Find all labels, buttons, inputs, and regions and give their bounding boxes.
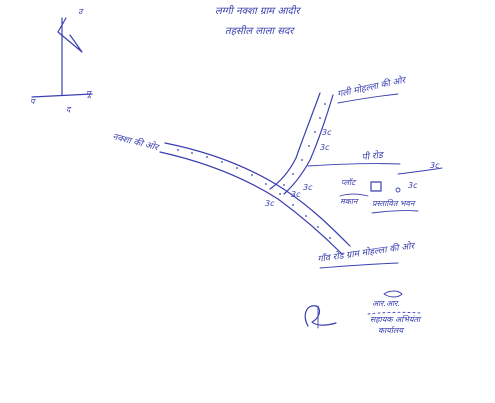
label-east-road: पी रोड: [361, 149, 385, 163]
compass-east: पू: [86, 89, 92, 99]
caption-underline: [371, 210, 419, 214]
header-line-2: तहसील लाला सदर: [225, 25, 295, 37]
main-road-edge-top: [164, 142, 351, 247]
main-road-dots: [177, 149, 331, 239]
plot-underline: [339, 193, 369, 197]
label-north-branch: गली मोहल्ला की ओर: [336, 73, 408, 100]
south-label-underline: [319, 262, 399, 269]
site-label: प्लॉट: [341, 178, 357, 187]
east-road: [307, 163, 443, 175]
site-sub: मकान: [340, 197, 359, 206]
compass-south: द: [66, 105, 72, 114]
branch-edge-left: [269, 92, 321, 190]
plot-marker: [395, 187, 401, 193]
distance-1: 3c: [322, 128, 332, 137]
signature-office: कार्यालय: [378, 325, 404, 335]
compass-north: उ: [78, 7, 84, 16]
distance-marks: 3c 3c 3c 3c 3c 3c 3c: [265, 128, 440, 208]
main-road: [159, 142, 351, 255]
signature-dotted-line: [367, 311, 423, 315]
distance-2: 3c: [320, 143, 330, 152]
compass-cross-line: [31, 93, 93, 98]
stamp-mark: [383, 290, 403, 298]
signature-name: आर.आर.: [372, 299, 400, 308]
map-header: लग्गी नक्शा ग्राम आदीर तहसील लाला सदर: [215, 5, 301, 37]
site-caption: प्रस्तावित भवन: [372, 198, 416, 208]
signature-title: सहायक अभियंता: [370, 314, 422, 324]
north-branch-road: [269, 92, 334, 195]
north-label-underline: [337, 93, 399, 104]
site-plot: प्लॉट मकान प्रस्तावित भवन: [339, 178, 419, 214]
branch-edge-right: [283, 94, 334, 195]
distance-3: 3c: [303, 183, 313, 192]
east-road-line-2: [397, 167, 443, 175]
compass-west: प: [30, 97, 36, 106]
distance-7: 3c: [430, 161, 440, 170]
label-west-road: नक्शा की ओर: [111, 130, 161, 153]
road-labels: गली मोहल्ला की ओर नक्शा की ओर पी रोड गाँ…: [111, 73, 417, 269]
plot-square: [370, 181, 382, 192]
header-line-1: लग्गी नक्शा ग्राम आदीर: [215, 5, 301, 17]
north-arrow-head: [57, 17, 83, 53]
main-road-edge-bottom: [159, 151, 343, 255]
signature-scribble: [304, 305, 337, 327]
north-arrow: उ द पू प: [30, 7, 93, 114]
distance-4: 3c: [291, 190, 301, 199]
distance-5: 3c: [265, 199, 275, 208]
branch-road-dots: [283, 103, 326, 186]
east-road-line-1: [307, 163, 401, 167]
label-south-road: गाँव रोड ग्राम मोहल्ला की ओर: [317, 239, 417, 265]
signature-block: आर.आर. सहायक अभियंता कार्यालय: [304, 290, 423, 335]
distance-6: 3c: [408, 181, 418, 190]
